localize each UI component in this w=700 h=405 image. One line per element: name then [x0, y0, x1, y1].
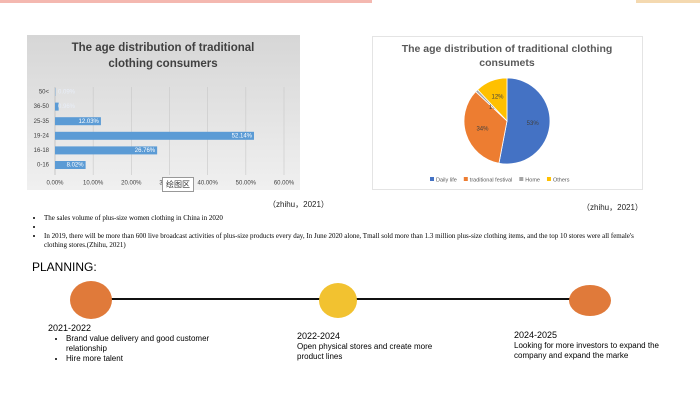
- y-tick-label: 16-18: [34, 148, 50, 154]
- chart-title: The age distribution of traditional clot…: [71, 42, 255, 70]
- stage-period: 2024-2025: [514, 330, 558, 340]
- data-label: 52.14%: [232, 133, 253, 139]
- data-label: 26.76%: [135, 148, 156, 154]
- data-label: 0.96%: [58, 104, 76, 110]
- stage: 2024-2025 Looking for more investors to …: [514, 330, 684, 361]
- bar-chart: 0.00%10.00%20.00%30.00%40.00%50.00%60.00…: [34, 87, 295, 187]
- y-tick-label: 25-35: [34, 119, 50, 125]
- tooltip: 绘图区: [162, 177, 194, 192]
- source: （zhihu，2021）: [268, 200, 329, 209]
- stage-item: Brand value delivery and good customer r…: [66, 334, 238, 354]
- top-decor: [636, 0, 700, 3]
- stage: 2022-2024 Open physical stores and creat…: [297, 331, 457, 362]
- bar: [55, 146, 158, 155]
- legend-label: traditional festival: [470, 177, 513, 183]
- x-tick-label: 50.00%: [236, 181, 257, 187]
- y-tick-label: 0-16: [37, 163, 50, 169]
- data-label: 34%: [476, 127, 489, 133]
- legend-label: Others: [553, 177, 570, 183]
- y-tick-label: 19-24: [34, 133, 50, 139]
- bar: [55, 117, 101, 126]
- legend-label: Home: [525, 177, 540, 183]
- data-label: 8.02%: [67, 163, 85, 169]
- legend-swatch: [463, 177, 468, 181]
- stage-text: Looking for more investors to expand the…: [514, 341, 659, 360]
- y-tick-label: 50<: [39, 90, 50, 96]
- stage-text: Open physical stores and create more pro…: [297, 342, 433, 361]
- top-decor: [0, 0, 372, 3]
- timeline-node: [319, 283, 357, 318]
- bar: [55, 131, 255, 140]
- data-label: 0.09%: [58, 90, 76, 96]
- stage-period: 2022-2024: [297, 331, 341, 341]
- chart-title: The age distribution of traditional clot…: [401, 43, 613, 69]
- y-tick-label: 36-50: [34, 104, 50, 110]
- pie-slice: [463, 90, 508, 164]
- bar: [55, 102, 59, 111]
- legend-swatch: [519, 177, 524, 181]
- data-label: 12%: [491, 95, 504, 101]
- x-tick-label: 0.00%: [46, 181, 64, 187]
- data-label: 12.03%: [79, 119, 100, 125]
- pie-slice: [498, 77, 551, 165]
- stage: 2021-2022 Brand value delivery and good …: [48, 323, 238, 364]
- data-label: 53%: [527, 121, 540, 127]
- bullet: [44, 223, 650, 232]
- bullet-list: The sales volume of plus-size women clot…: [30, 214, 650, 250]
- x-tick-label: 40.00%: [197, 181, 218, 187]
- legend-label: Daily life: [436, 177, 457, 183]
- stage-item: Hire more talent: [66, 354, 238, 364]
- legend-swatch: [430, 177, 434, 181]
- pie-chart: 53% 34% 1% 12% Daily life traditional festiva…: [430, 77, 570, 183]
- x-tick-label: 20.00%: [121, 181, 142, 187]
- timeline-node: [70, 281, 112, 319]
- stage-period: 2021-2022: [48, 323, 92, 333]
- section-title: PLANNING:: [32, 260, 97, 274]
- timeline-node: [569, 285, 611, 316]
- source: （zhihu，2021）: [582, 203, 643, 212]
- x-tick-label: 60.00%: [274, 181, 295, 187]
- pie-slice: [476, 77, 508, 123]
- legend-swatch: [546, 177, 551, 181]
- x-tick-label: 10.00%: [83, 181, 104, 187]
- bullet: The sales volume of plus-size women clot…: [44, 214, 650, 223]
- data-label: 1%: [489, 105, 498, 111]
- bullet: In 2019, there will be more than 600 liv…: [44, 232, 650, 250]
- bar: [55, 161, 86, 169]
